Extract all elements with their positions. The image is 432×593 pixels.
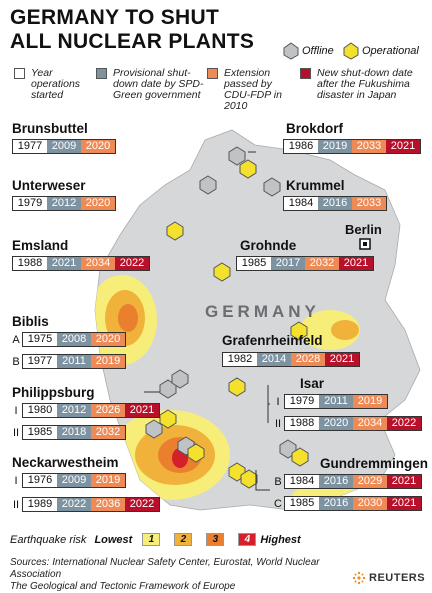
plant-row-philippsburg-i: I 1980 2012 2026 2021: [10, 403, 160, 418]
operational-icon: [159, 409, 177, 429]
brand-name: REUTERS: [369, 572, 426, 584]
plant-row-biblis-b: B 1977 2011 2019: [10, 354, 126, 369]
offline-icon: [283, 42, 299, 60]
plant-row-brokdorf: 1986 2019 2033 2021: [283, 139, 421, 154]
operational-icon: [239, 159, 257, 179]
capital-label: Berlin: [345, 222, 382, 237]
plant-name-philippsburg: Philippsburg: [12, 385, 95, 400]
plant-name-grafenrheinfeld: Grafenrheinfeld: [222, 333, 323, 348]
plant-row-grafenrheinfeld: 1982 2014 2028 2021: [222, 352, 360, 367]
offline-icon: [199, 175, 217, 195]
plant-name-isar: Isar: [300, 376, 325, 391]
earthquake-label: Earthquake risk: [10, 533, 87, 546]
sources: Sources: International Nuclear Safety Ce…: [10, 557, 320, 592]
plant-name-brokdorf: Brokdorf: [286, 121, 343, 136]
color-legend-year: Year operations started: [14, 68, 87, 101]
operational-legend: Operational: [343, 42, 419, 60]
plant-row-biblis-a: A 1975 2008 2020: [10, 332, 126, 347]
plant-row-isar-ii: II 1988 2020 2034 2022: [272, 416, 422, 431]
plant-name-grohnde: Grohnde: [240, 238, 297, 253]
offline-icon: [171, 369, 189, 389]
plant-name-krummel: Krummel: [286, 178, 345, 193]
plant-name-neckarwestheim: Neckarwestheim: [12, 455, 119, 470]
operational-icon: [290, 321, 308, 341]
color-legend-new-date: New shut-down date after the Fukushima d…: [300, 68, 432, 101]
plant-row-neckarwestheim-i: I 1976 2009 2019: [10, 473, 126, 488]
offline-icon: [228, 146, 246, 166]
plant-name-unterweser: Unterweser: [12, 178, 86, 193]
offline-label: Offline: [302, 45, 334, 57]
plant-row-gundremmingen-c: C 1985 2016 2030 2021: [272, 496, 422, 511]
earthquake-highest: Highest: [260, 533, 301, 546]
operational-icon: [228, 377, 246, 397]
plant-name-biblis: Biblis: [12, 314, 49, 329]
earthquake-legend: Earthquake risk Lowest 1 2 3 4 Highest: [10, 533, 301, 546]
plant-row-brunsbuttel: 1977 2009 2020: [12, 139, 116, 154]
plant-row-krummel: 1984 2016 2033: [283, 196, 387, 211]
plant-row-philippsburg-ii: II 1985 2018 2032: [10, 425, 126, 440]
earthquake-lowest: Lowest: [94, 533, 133, 546]
plant-name-emsland: Emsland: [12, 238, 69, 253]
operational-icon: [240, 469, 258, 489]
risk-level-4: 4: [238, 533, 257, 546]
plant-row-isar-i: I 1979 2011 2019: [272, 394, 388, 409]
risk-level-3: 3: [206, 533, 225, 546]
risk-level-2: 2: [174, 533, 193, 546]
offline-legend: Offline: [283, 42, 334, 60]
plant-row-gundremmingen-b: B 1984 2016 2029 2021: [272, 474, 422, 489]
color-legend-extension: Extension passed by CDU-FDP in 2010: [207, 68, 298, 112]
offline-icon: [263, 177, 281, 197]
country-label: GERMANY: [205, 302, 320, 321]
page-title: GERMANY TO SHUT ALL NUCLEAR PLANTS: [10, 6, 255, 53]
reuters-logo-icon: [352, 571, 366, 585]
plant-row-emsland: 1988 2021 2034 2022: [12, 256, 150, 271]
operational-icon: [166, 221, 184, 241]
operational-icon: [291, 447, 309, 467]
plant-name-gundremmingen: Gundremmingen: [320, 456, 429, 471]
operational-icon: [187, 443, 205, 463]
offline-icon: [145, 419, 163, 439]
operational-icon: [213, 262, 231, 282]
plant-row-neckarwestheim-ii: II 1989 2022 2036 2022: [10, 497, 160, 512]
plant-row-unterweser: 1979 2012 2020: [12, 196, 116, 211]
operational-label: Operational: [362, 45, 419, 57]
brand: REUTERS: [352, 571, 425, 585]
color-legend-provisional: Provisional shut-down date by SPD-Green …: [96, 68, 209, 101]
operational-icon: [343, 42, 359, 60]
plant-name-brunsbuttel: Brunsbuttel: [12, 121, 88, 136]
plant-row-grohnde: 1985 2017 2032 2021: [236, 256, 374, 271]
risk-level-1: 1: [142, 533, 161, 546]
